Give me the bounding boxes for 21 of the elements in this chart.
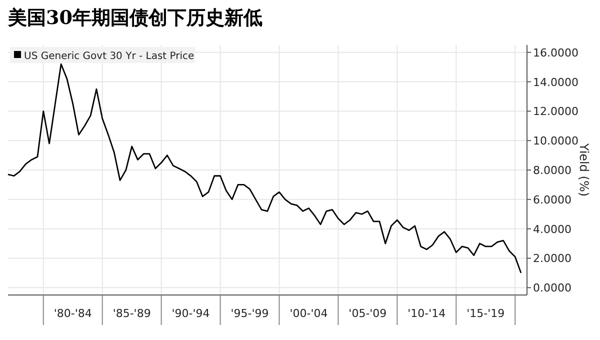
y-tick-label: 10.0000	[533, 134, 578, 148]
y-tick-label: 12.0000	[533, 105, 578, 118]
y-axis-title: Yield (%)	[577, 142, 591, 197]
x-tick-label: '15-'19	[466, 307, 505, 320]
y-tick-label: 16.0000	[533, 46, 578, 60]
x-tick-label: '10-'14	[408, 307, 446, 320]
x-tick-label: '05-'09	[348, 307, 387, 320]
y-tick-label: 0.0000	[533, 282, 572, 295]
line-series	[7, 63, 522, 274]
legend-label: US Generic Govt 30 Yr - Last Price	[24, 51, 194, 62]
chart-title: 美国30年期国债创下历史新低	[7, 7, 262, 29]
x-tick-label: '85-'89	[112, 307, 151, 320]
y-tick-label: 4.0000	[533, 222, 572, 236]
x-tick-label: '80-'84	[54, 307, 92, 320]
y-tick-label: 14.0000	[533, 76, 578, 89]
y-tick-label: 8.0000	[533, 164, 572, 177]
x-tick-label: '95-'99	[230, 307, 269, 320]
y-tick-label: 2.0000	[533, 252, 572, 266]
x-tick-label: '90-'94	[172, 307, 210, 320]
y-tick-label: 6.0000	[533, 193, 572, 206]
x-tick-label: '00-'04	[290, 307, 328, 320]
